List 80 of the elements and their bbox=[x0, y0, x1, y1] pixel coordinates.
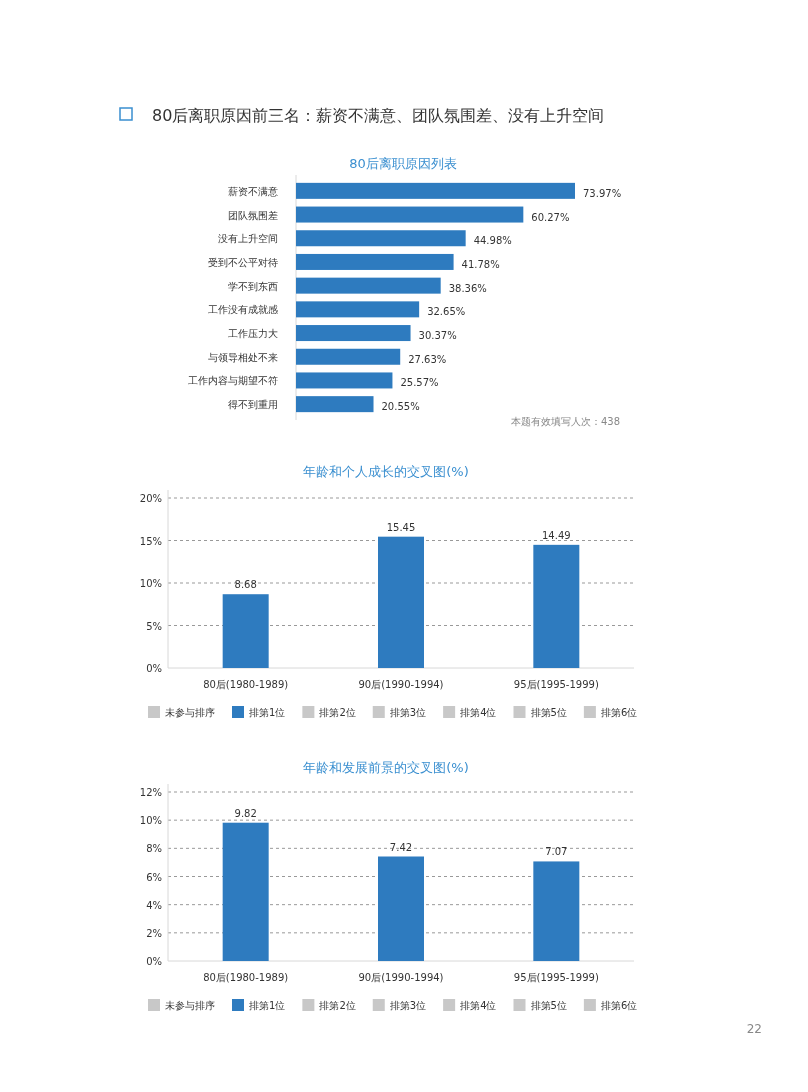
bar bbox=[296, 206, 524, 223]
text: 22 bbox=[746, 1022, 762, 1036]
y-tick-label: 0% bbox=[146, 956, 162, 967]
chart-title: 年龄和发展前景的交叉图(%) bbox=[303, 760, 469, 775]
bar bbox=[296, 372, 393, 389]
y-tick-label: 2% bbox=[146, 927, 162, 939]
bar bbox=[533, 544, 580, 668]
data-label: 15.45 bbox=[386, 521, 416, 533]
bar bbox=[296, 348, 401, 365]
y-tick-label: 10% bbox=[139, 815, 162, 827]
y-tick-label: 工作没有成就感 bbox=[208, 304, 278, 316]
data-label: 7.07 bbox=[545, 846, 568, 858]
x-tick-label: 95后(1995-1999) bbox=[513, 679, 599, 690]
y-tick-label: 4% bbox=[146, 899, 162, 911]
legend-label: 排第6位 bbox=[600, 1000, 638, 1011]
legend-label: 排第2位 bbox=[319, 707, 356, 718]
x-tick-label: 90后(1990-1994) bbox=[358, 679, 444, 690]
y-tick-label: 0% bbox=[146, 663, 162, 674]
y-tick-label: 工作内容与期望不符 bbox=[188, 375, 278, 387]
legend-label: 排第3位 bbox=[389, 1000, 427, 1011]
bar bbox=[296, 253, 454, 270]
legend-label: 排第2位 bbox=[319, 1000, 356, 1011]
x-tick-label: 80后(1980-1989) bbox=[203, 679, 289, 690]
legend-label: 排第1位 bbox=[249, 707, 286, 718]
y-tick-label: 20% bbox=[139, 493, 162, 504]
legend-label: 未参与排序 bbox=[165, 1000, 215, 1011]
bar bbox=[378, 536, 424, 668]
data-label: 27.63% bbox=[408, 353, 447, 365]
legend-label: 排第6位 bbox=[600, 707, 638, 718]
data-label: 44.98% bbox=[473, 235, 512, 247]
y-tick-label: 学不到东西 bbox=[228, 280, 278, 292]
data-label: 7.42 bbox=[389, 841, 413, 853]
y-tick-label: 10% bbox=[139, 578, 162, 589]
y-tick-label: 6% bbox=[146, 871, 162, 883]
x-tick-label: 80后(1980-1989) bbox=[203, 972, 289, 983]
data-label: 73.97% bbox=[583, 187, 622, 199]
legend-label: 排第5位 bbox=[530, 1000, 567, 1011]
bar bbox=[296, 230, 466, 247]
bar bbox=[296, 182, 575, 199]
y-tick-label: 12% bbox=[139, 787, 162, 798]
legend-label: 排第1位 bbox=[249, 1000, 286, 1011]
data-label: 60.27% bbox=[531, 211, 570, 223]
bar bbox=[296, 301, 420, 318]
y-tick-label: 没有上升空间 bbox=[218, 233, 278, 245]
y-tick-label: 8% bbox=[146, 843, 162, 855]
chart-title: 年龄和个人成长的交叉图(%) bbox=[303, 464, 469, 479]
x-tick-label: 90后(1990-1994) bbox=[358, 972, 444, 983]
y-tick-label: 薪资不满意 bbox=[228, 185, 278, 197]
legend-label: 未参与排序 bbox=[165, 707, 215, 718]
chart-title: 80后离职原因列表 bbox=[349, 156, 457, 171]
bar bbox=[222, 822, 269, 961]
y-tick-label: 5% bbox=[146, 620, 162, 632]
text: 80后离职原因前三名：薪资不满意、团队氛围差、没有上升空间 bbox=[152, 106, 605, 125]
x-tick-label: 95后(1995-1999) bbox=[513, 972, 599, 983]
data-label: 38.36% bbox=[448, 282, 487, 294]
bar bbox=[222, 594, 269, 668]
data-label: 30.37% bbox=[418, 330, 457, 342]
data-label: 32.65% bbox=[427, 306, 466, 318]
y-tick-label: 15% bbox=[139, 535, 162, 547]
data-label: 14.49 bbox=[542, 529, 571, 541]
data-label: 9.82 bbox=[234, 807, 257, 819]
data-label: 20.55% bbox=[381, 401, 420, 413]
y-tick-label: 工作压力大 bbox=[228, 328, 278, 340]
legend-label: 排第5位 bbox=[530, 707, 567, 718]
bar bbox=[296, 277, 441, 294]
bar bbox=[296, 396, 374, 413]
y-tick-label: 团队氛围差 bbox=[228, 209, 278, 221]
y-tick-label: 得不到重用 bbox=[228, 399, 278, 411]
bar bbox=[296, 325, 411, 342]
data-label: 8.68 bbox=[234, 579, 257, 591]
bar bbox=[533, 861, 580, 961]
legend-label: 排第4位 bbox=[460, 707, 497, 718]
legend-label: 排第3位 bbox=[389, 707, 427, 718]
bar bbox=[378, 856, 424, 961]
legend-label: 排第4位 bbox=[460, 1000, 497, 1011]
data-label: 41.78% bbox=[461, 258, 500, 270]
y-tick-label: 受到不公平对待 bbox=[208, 256, 278, 268]
data-label: 25.57% bbox=[400, 377, 439, 389]
annotation: 本题有效填写人次：438 bbox=[510, 416, 620, 427]
y-tick-label: 与领导相处不来 bbox=[208, 351, 278, 363]
